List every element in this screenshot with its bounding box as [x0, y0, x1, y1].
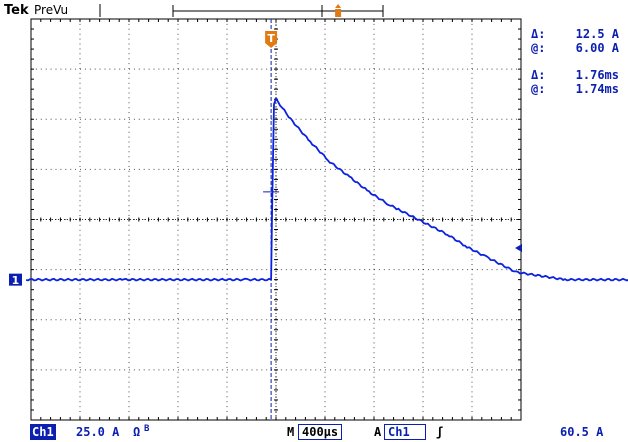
- current-at-readout: @: 6.00 A: [531, 41, 619, 55]
- markers: 1T: [9, 4, 522, 287]
- record-window-icon: [335, 9, 342, 17]
- trigger-level-arrow-icon: [515, 244, 522, 252]
- channel-badge[interactable]: Ch1: [30, 424, 56, 440]
- bandwidth-limit-icon: B: [144, 424, 150, 434]
- trigger-level: 60.5 A: [560, 425, 604, 439]
- timebase-value[interactable]: 400µs: [298, 424, 343, 440]
- graticule: [30, 18, 522, 421]
- waveform-trace: [25, 97, 628, 282]
- channel-1-label: 1: [12, 274, 20, 287]
- delta-label: Δ:: [531, 27, 546, 41]
- brand-logo: Tek: [4, 3, 29, 18]
- coupling-icon: Ω: [133, 425, 141, 439]
- at-value: 6.00 A: [575, 41, 619, 55]
- time-at-readout: @: 1.74ms: [531, 82, 619, 96]
- delta-value: 12.5 A: [575, 27, 619, 41]
- current-delta-readout: Δ: 12.5 A: [531, 27, 619, 41]
- delta-label: Δ:: [531, 68, 546, 82]
- timebase-prefix: M: [287, 425, 295, 439]
- trigger-position-icon: [265, 31, 278, 48]
- record-trigger-icon: [335, 4, 342, 8]
- at-label: @:: [531, 82, 546, 96]
- trigger-slope-icon: ʃ: [436, 425, 444, 439]
- status-bar: Ch1 25.0 A Ω B M 400µs A Ch1 ʃ 60.5 A: [30, 424, 628, 440]
- trigger-source[interactable]: Ch1: [384, 424, 426, 440]
- trigger-position-label: T: [267, 32, 275, 45]
- vertical-scale: 25.0 A: [76, 425, 120, 439]
- channel-1-trace: [25, 97, 628, 282]
- channel-1-ground-marker: [9, 273, 22, 286]
- delta-value: 1.76ms: [575, 68, 619, 82]
- time-delta-readout: Δ: 1.76ms: [531, 68, 619, 82]
- at-label: @:: [531, 41, 546, 55]
- at-value: 1.74ms: [575, 82, 619, 96]
- trigger-mode: A: [374, 425, 382, 439]
- acquisition-mode: PreVu: [34, 3, 69, 17]
